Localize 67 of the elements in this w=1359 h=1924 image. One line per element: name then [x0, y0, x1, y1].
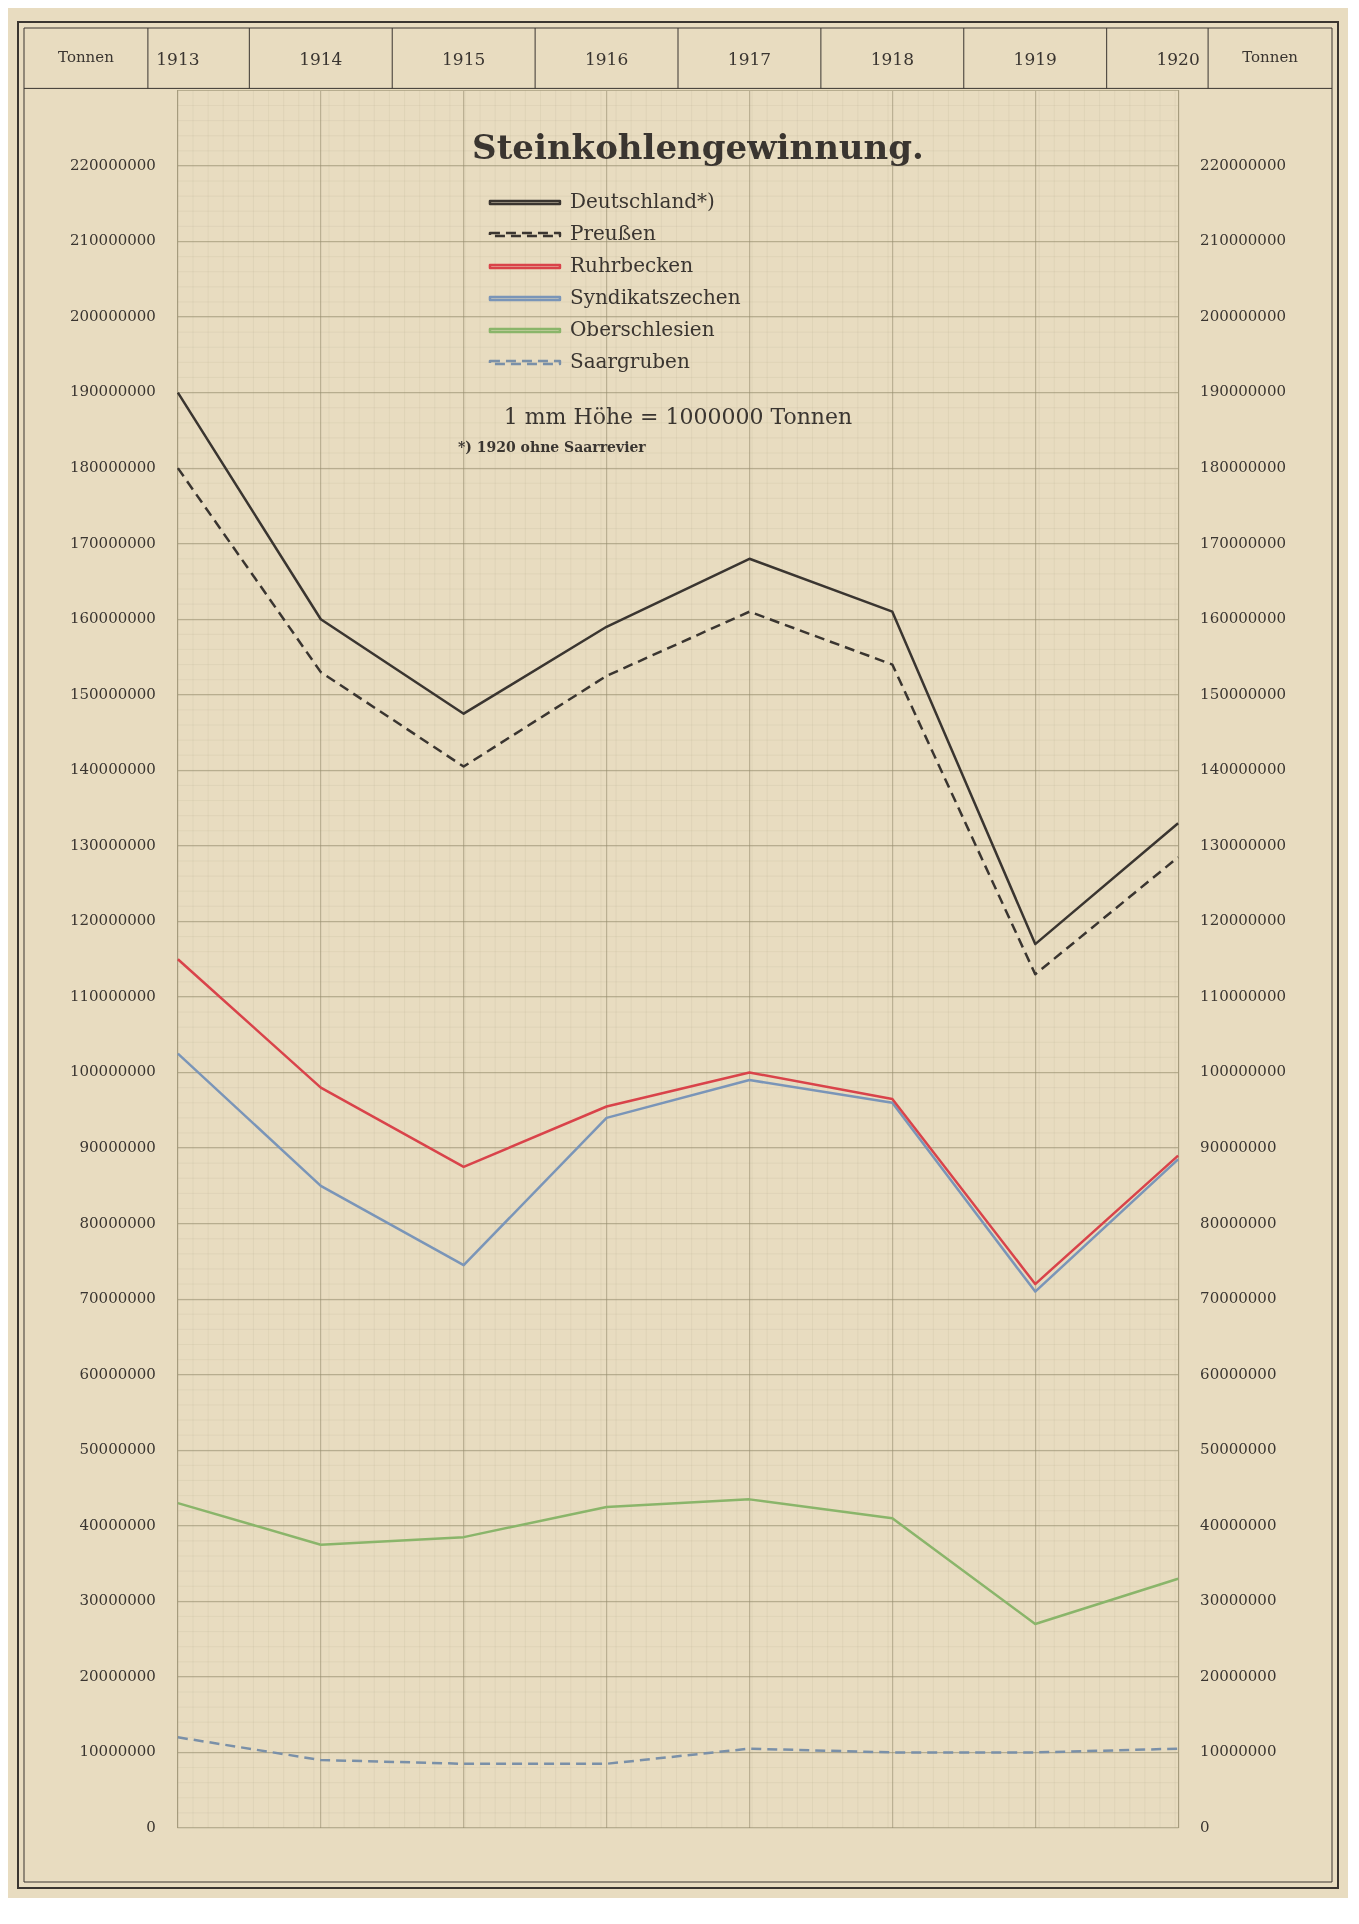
y2-tick-label: 160000000 — [1200, 609, 1287, 628]
y2-tick-label: 150000000 — [1200, 684, 1287, 703]
x-tick-label: 1920 — [1156, 48, 1200, 69]
y2-tick-label: 90000000 — [1200, 1137, 1277, 1156]
y2-tick-label: 70000000 — [1200, 1289, 1277, 1308]
y2-tick-label: 50000000 — [1200, 1440, 1277, 1459]
x-tick-label: 1914 — [299, 48, 343, 69]
x-tick-label: 1919 — [1013, 48, 1057, 69]
y2-tick-label: 120000000 — [1200, 911, 1287, 930]
y-tick-label: 40000000 — [79, 1515, 156, 1534]
y-tick-label: 220000000 — [69, 155, 156, 174]
y-tick-label: 180000000 — [69, 458, 156, 477]
y2-tick-label: 30000000 — [1200, 1591, 1277, 1610]
y-tick-label: 0 — [146, 1817, 156, 1836]
x-tick-label: 1917 — [727, 48, 772, 69]
y-tick-label: 110000000 — [69, 986, 156, 1005]
legend-label: Saargruben — [569, 348, 690, 373]
y-tick-label: 30000000 — [79, 1591, 156, 1610]
y-tick-label: 190000000 — [69, 382, 156, 401]
y-tick-label: 120000000 — [69, 911, 156, 930]
y-tick-label: 60000000 — [79, 1364, 156, 1383]
y2-tick-label: 20000000 — [1200, 1666, 1277, 1685]
y2-tick-label: 0 — [1200, 1817, 1210, 1836]
y2-tick-label: 190000000 — [1200, 382, 1287, 401]
legend-label: Ruhrbecken — [569, 252, 694, 277]
y-tick-label: 150000000 — [69, 684, 156, 703]
y-tick-label: 160000000 — [69, 609, 156, 628]
legend-label: Deutschland*) — [569, 188, 715, 213]
y-tick-label: 50000000 — [79, 1440, 156, 1459]
y2-tick-label: 60000000 — [1200, 1364, 1277, 1383]
y2-tick-label: 140000000 — [1200, 760, 1287, 779]
y-axis-title: Tonnen — [58, 48, 115, 67]
y2-tick-label: 100000000 — [1200, 1062, 1287, 1081]
legend-label: Preußen — [569, 220, 656, 245]
y2-tick-label: 130000000 — [1200, 835, 1287, 854]
y-tick-label: 20000000 — [79, 1666, 156, 1685]
y-tick-label: 70000000 — [79, 1289, 156, 1308]
y-tick-label: 90000000 — [79, 1137, 156, 1156]
y2-tick-label: 220000000 — [1200, 155, 1287, 174]
legend-label: Syndikatszechen — [569, 284, 741, 309]
y2-tick-label: 110000000 — [1200, 986, 1287, 1005]
y2-tick-label: 200000000 — [1200, 306, 1287, 325]
x-tick-label: 1918 — [870, 48, 914, 69]
line-series — [176, 1736, 1180, 1766]
y2-tick-label: 10000000 — [1200, 1742, 1277, 1761]
y2-axis-title: Tonnen — [1242, 48, 1299, 67]
annotation: 1 mm Höhe = 1000000 Tonnen — [503, 404, 853, 430]
y2-tick-label: 210000000 — [1200, 231, 1287, 250]
y2-tick-label: 180000000 — [1200, 458, 1287, 477]
x-tick-label: 1915 — [442, 48, 486, 69]
y-tick-label: 130000000 — [69, 835, 156, 854]
y-tick-label: 210000000 — [69, 231, 156, 250]
y-tick-label: 10000000 — [79, 1742, 156, 1761]
y2-tick-label: 80000000 — [1200, 1213, 1277, 1232]
line-series — [176, 466, 1180, 976]
y-tick-label: 170000000 — [69, 533, 156, 552]
text: Steinkohlengewinnung. — [472, 127, 924, 168]
y2-tick-label: 170000000 — [1200, 533, 1287, 552]
y-tick-label: 140000000 — [69, 760, 156, 779]
y-tick-label: 80000000 — [79, 1213, 156, 1232]
x-tick-label: 1913 — [156, 48, 200, 69]
legend-label: Oberschlesien — [569, 316, 715, 341]
annotation: *) 1920 ohne Saarrevier — [457, 439, 647, 456]
y2-tick-label: 40000000 — [1200, 1515, 1277, 1534]
x-tick-label: 1916 — [584, 48, 629, 69]
y-tick-label: 100000000 — [69, 1062, 156, 1081]
y-tick-label: 200000000 — [69, 306, 156, 325]
